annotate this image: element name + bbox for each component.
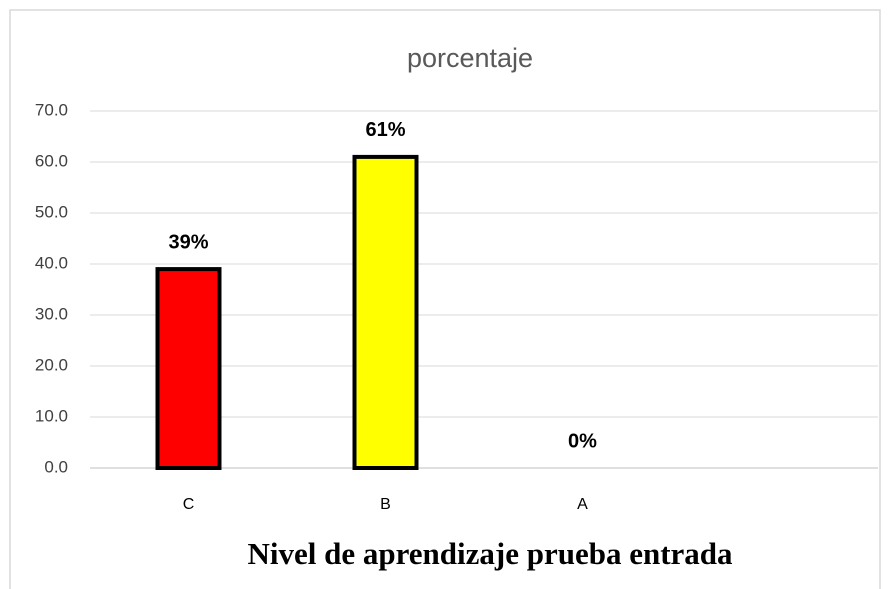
x-tick-label: A xyxy=(577,496,588,513)
y-tick-label: 10.0 xyxy=(35,406,68,425)
y-tick-label: 30.0 xyxy=(35,304,68,323)
y-tick-label: 70.0 xyxy=(35,100,68,119)
y-tick-label: 60.0 xyxy=(35,151,68,170)
bar xyxy=(155,267,222,470)
chart-frame xyxy=(9,9,881,589)
data-label: 61% xyxy=(365,119,405,141)
data-label: 0% xyxy=(568,430,597,452)
chart-title: porcentaje xyxy=(407,43,533,73)
bar xyxy=(352,154,419,470)
x-tick-label: C xyxy=(183,496,195,513)
data-label: 39% xyxy=(168,231,208,253)
x-tick-label: B xyxy=(380,496,391,513)
y-tick-label: 0.0 xyxy=(44,457,68,476)
x-axis-title: Nivel de aprendizaje prueba entrada xyxy=(247,536,733,571)
y-tick-label: 50.0 xyxy=(35,202,68,221)
y-tick-label: 40.0 xyxy=(35,253,68,272)
y-tick-label: 20.0 xyxy=(35,355,68,374)
